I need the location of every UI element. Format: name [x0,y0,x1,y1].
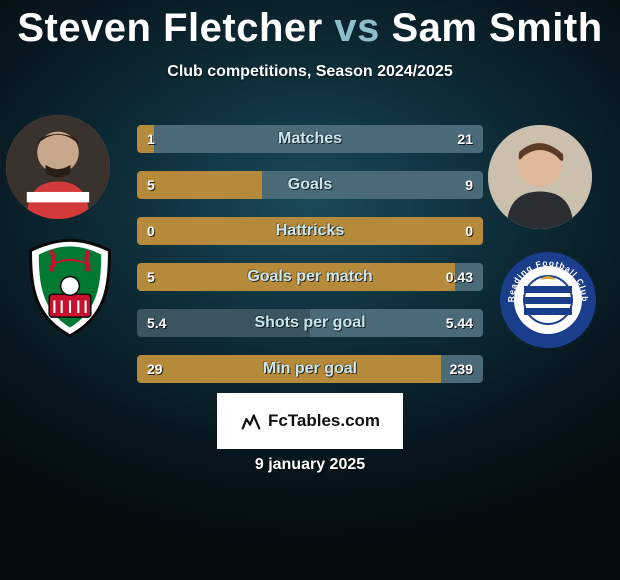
stat-value-left: 5 [147,177,155,193]
subtitle: Club competitions, Season 2024/2025 [167,63,452,81]
stat-value-right: 21 [457,131,473,147]
club-right-badge: Reading Football Club EST. 1871 [498,250,598,350]
stat-value-left: 5.4 [147,315,166,331]
stat-row: 5 9 Goals [137,171,483,199]
stat-row: 0 0 Hattricks [137,217,483,245]
stat-label: Shots per goal [254,314,365,332]
branding-box: FcTables.com [217,393,403,449]
club-right-badge-icon: Reading Football Club EST. 1871 [498,250,598,350]
stat-label: Goals per match [247,268,372,286]
stat-value-left: 0 [147,223,155,239]
stats-rows: 1 21 Matches 5 9 Goals 0 0 Hattricks 5 0.43 Goals p… [137,125,483,383]
page-title: Steven Fletcher vs Sam Smith [17,6,602,51]
club-left-badge-icon [18,236,122,340]
title-vs: vs [334,6,380,50]
stat-label: Matches [278,130,342,148]
stat-label: Min per goal [263,360,357,378]
stat-row: 5 0.43 Goals per match [137,263,483,291]
stat-row: 1 21 Matches [137,125,483,153]
stat-row: 5.4 5.44 Shots per goal [137,309,483,337]
stat-row: 29 239 Min per goal [137,355,483,383]
title-player2: Sam Smith [391,6,602,50]
stat-label: Goals [288,176,332,194]
branding-logo-icon [240,410,262,432]
player-right-avatar [488,125,592,229]
stat-value-right: 0.43 [446,269,473,285]
date-text: 9 january 2025 [0,456,620,474]
stat-value-right: 5.44 [446,315,473,331]
stat-value-right: 239 [450,361,473,377]
player-right-avatar-icon [488,125,592,229]
branding-text: FcTables.com [268,411,380,431]
stat-label: Hattricks [276,222,344,240]
player-left-avatar [6,115,110,219]
stat-value-left: 29 [147,361,163,377]
club-left-badge [18,236,122,340]
stat-value-right: 9 [465,177,473,193]
stat-value-right: 0 [465,223,473,239]
stat-bar-left [137,171,262,199]
title-player1: Steven Fletcher [17,6,322,50]
player-left-avatar-icon [6,115,110,219]
stat-value-left: 5 [147,269,155,285]
stat-value-left: 1 [147,131,155,147]
infographic-container: Steven Fletcher vs Sam Smith Club compet… [0,0,620,580]
